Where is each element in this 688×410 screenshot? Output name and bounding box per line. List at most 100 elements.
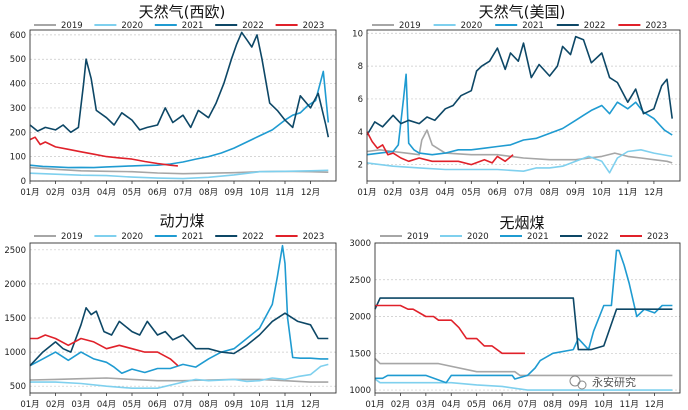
legend-label-2022: 2022 [584, 21, 606, 31]
x-tick-label: 04月 [97, 400, 116, 410]
series-line-2019 [366, 129, 673, 164]
series-line-2020 [30, 363, 329, 390]
series-line-2022 [29, 306, 329, 367]
panel-natural-gas-west-europe: 天然气(西欧) 0 100 200 300 400 500 600 01月 02月 03月 04月 0… [10, 3, 337, 198]
series-line-2019 [29, 377, 329, 383]
x-tick-label: 12月 [645, 400, 664, 410]
chart-title: 无烟煤 [499, 214, 544, 232]
x-tick-label: 01月 [20, 188, 39, 198]
x-tick-label: 10月 [250, 400, 269, 410]
x-tick-label: 09月 [569, 400, 588, 410]
series-line-2020 [29, 169, 329, 180]
x-tick-label: 09月 [224, 400, 243, 410]
panel-anthracite: 无烟煤 1000 1500 2000 2500 3000 01月 02月 03月 04月 05月 0… [349, 214, 681, 410]
y-tick-label: 200 [10, 128, 26, 138]
chart-title: 天然气(美国) [479, 3, 566, 21]
x-tick-label: 12月 [301, 400, 320, 410]
x-tick-label: 05月 [122, 188, 141, 198]
series-line-2019 [374, 357, 673, 377]
legend-label-2020: 2020 [121, 232, 143, 242]
x-tick-label: 03月 [71, 188, 90, 198]
series-line-2023 [375, 304, 525, 355]
legend-label-2020: 2020 [121, 21, 143, 31]
y-tick-label: 300 [10, 104, 26, 114]
y-tick-label: 100 [10, 153, 26, 163]
y-tick-label: 600 [10, 31, 26, 41]
x-tick-label: 08月 [199, 400, 218, 410]
legend-label-2019: 2019 [407, 232, 429, 242]
y-tick-label: 1000 [4, 348, 26, 358]
y-tick-label: 2 [358, 161, 363, 171]
series-line-2021 [29, 70, 330, 169]
x-tick-label: 11月 [618, 188, 637, 198]
x-tick-label: 06月 [492, 400, 511, 410]
series-line-2023 [366, 131, 514, 166]
legend-label-2023: 2023 [645, 21, 667, 31]
x-tick-label: 10月 [594, 400, 613, 410]
series-line-2023 [29, 136, 178, 167]
y-tick-label: 6 [358, 95, 363, 105]
y-tick-label: 2000 [4, 280, 26, 290]
x-tick-label: 04月 [97, 188, 116, 198]
legend-label-2020: 2020 [467, 232, 489, 242]
legend-label-2019: 2019 [61, 21, 83, 31]
x-tick-label: 03月 [71, 400, 90, 410]
x-tick-label: 09月 [566, 188, 585, 198]
x-tick-label: 08月 [543, 400, 562, 410]
legend-label-2023: 2023 [303, 232, 325, 242]
y-tick-label: 4 [358, 128, 363, 138]
plot-frame [366, 29, 681, 182]
x-tick-label: 02月 [46, 400, 65, 410]
y-tick-label: 1500 [4, 314, 26, 324]
x-tick-label: 08月 [540, 188, 559, 198]
x-tick-label: 07月 [518, 400, 537, 410]
x-tick-label: 07月 [514, 188, 533, 198]
legend-label-2021: 2021 [182, 232, 204, 242]
legend-label-2019: 2019 [61, 232, 83, 242]
y-tick-label: 2500 [4, 246, 26, 256]
x-tick-label: 05月 [122, 400, 141, 410]
legend-label-2023: 2023 [303, 21, 325, 31]
chart-title: 动力煤 [159, 212, 204, 230]
legend-label-2022: 2022 [242, 21, 264, 31]
x-tick-label: 04月 [436, 188, 455, 198]
panel-natural-gas-us: 天然气(美国) 2 4 6 8 10 01月 02月 03月 04月 05月 06月 07月 08月 09… [352, 3, 681, 198]
x-tick-label: 01月 [20, 400, 39, 410]
x-tick-label: 11月 [275, 400, 294, 410]
series-line-2021 [375, 249, 673, 384]
x-tick-label: 12月 [644, 188, 663, 198]
x-tick-label: 02月 [383, 188, 402, 198]
panel-thermal-coal: 动力煤 500 1000 1500 2000 2500 01月 02月 03月 04月 05月 06… [4, 212, 337, 410]
y-tick-label: 500 [10, 382, 26, 392]
x-tick-label: 10月 [250, 188, 269, 198]
y-tick-label: 3000 [349, 239, 371, 249]
y-tick-label: 1000 [349, 386, 371, 396]
watermark-text: 永安研究 [592, 375, 636, 389]
y-tick-label: 2000 [349, 313, 371, 323]
y-tick-label: 1500 [349, 349, 371, 359]
y-tick-label: 0 [21, 177, 26, 187]
series-line-2021 [29, 244, 329, 375]
chart-title: 天然气(西欧) [139, 3, 226, 21]
series-line-2020 [374, 378, 673, 391]
y-tick-label: 8 [358, 62, 363, 72]
x-tick-label: 12月 [301, 188, 320, 198]
series-line-2022 [374, 297, 673, 351]
legend-label-2021: 2021 [527, 232, 549, 242]
legend-label-2022: 2022 [242, 232, 264, 242]
series-line-2022 [29, 31, 330, 138]
legend-label-2021: 2021 [182, 21, 204, 31]
series-line-2020 [366, 149, 673, 174]
legend-label-2022: 2022 [587, 232, 609, 242]
series-line-2023 [30, 334, 179, 367]
x-tick-label: 02月 [46, 188, 65, 198]
x-tick-label: 01月 [357, 188, 376, 198]
x-tick-label: 10月 [592, 188, 611, 198]
y-tick-label: 10 [352, 29, 363, 39]
x-tick-label: 05月 [467, 400, 486, 410]
x-tick-label: 07月 [173, 400, 192, 410]
x-tick-label: 03月 [410, 188, 429, 198]
wechat-icon [569, 375, 587, 390]
plot-frame [29, 242, 337, 394]
